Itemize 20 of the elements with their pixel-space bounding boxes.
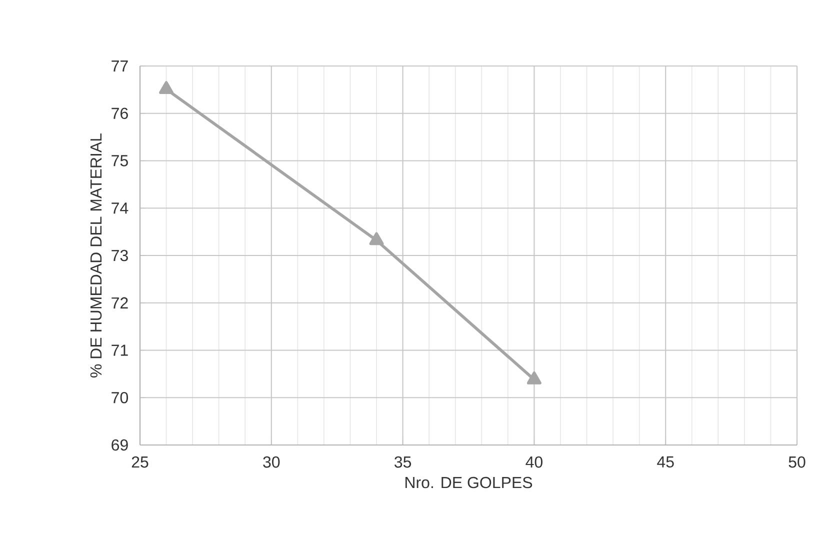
y-tick-label: 74 — [112, 202, 128, 214]
x-axis-title: Nro. DE GOLPES — [406, 476, 532, 488]
x-tick-label: 25 — [132, 456, 148, 468]
x-tick-label: 50 — [788, 456, 806, 468]
y-tick-label: 75 — [112, 155, 128, 166]
y-tick-label: 69 — [112, 439, 128, 451]
y-tick-label: 77 — [112, 60, 128, 72]
y-tick-label: 72 — [112, 297, 128, 308]
point — [526, 371, 542, 384]
x-tick-label: 45 — [657, 456, 674, 468]
point — [159, 81, 174, 94]
y-tick-label: 70 — [112, 392, 128, 404]
x-tick-label: 30 — [263, 456, 280, 468]
y-axis-title: % DE HUMEDAD DEL MATERIAL — [90, 134, 102, 378]
point — [369, 232, 384, 246]
y-tick-label: 73 — [112, 250, 128, 262]
x-tick-label: 40 — [526, 456, 542, 468]
x-tick-label: 35 — [394, 456, 412, 468]
y-tick-label: 76 — [112, 108, 128, 120]
y-tick-label: 71 — [112, 344, 128, 356]
